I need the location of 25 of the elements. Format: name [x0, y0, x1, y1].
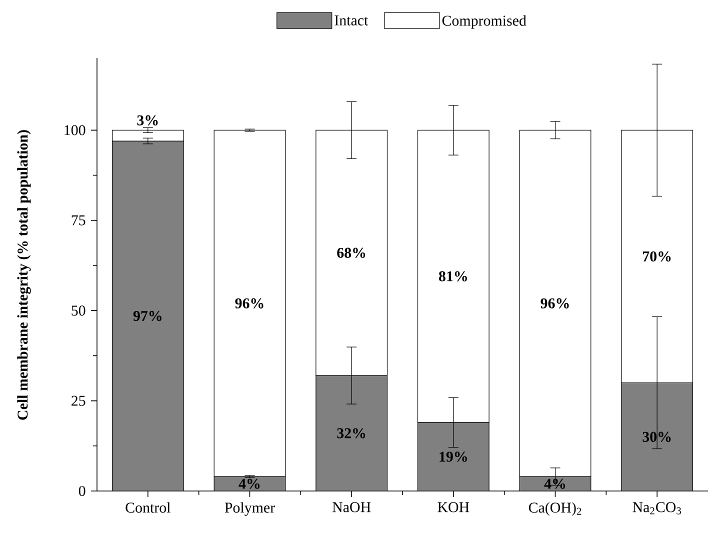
x-tick-label: NaOH — [332, 502, 371, 512]
data-label: 4% — [544, 478, 566, 489]
y-axis-title: Cell membrane integrity (% total population) — [17, 130, 31, 420]
data-label: 19% — [440, 452, 467, 462]
y-tick-label: 25 — [72, 396, 86, 406]
y-tick-label: 0 — [78, 486, 86, 496]
legend-label: Compromised — [442, 15, 526, 29]
data-label: 4% — [238, 478, 260, 489]
y-tick-label: 50 — [72, 306, 86, 316]
data-label: 3% — [137, 115, 158, 126]
y-tick-label: 100 — [64, 125, 86, 136]
data-label: 70% — [643, 251, 671, 262]
x-tick-label: Control — [126, 502, 170, 513]
x-tick-label: Ca(OH)$_{2}$ — [528, 502, 582, 516]
data-label: 32% — [337, 428, 366, 438]
data-label: 81% — [438, 271, 467, 282]
legend-label: Intact — [334, 16, 368, 26]
x-tick-label: Na$_{2}$CO$_{3}$ — [632, 502, 681, 514]
data-label: 96% — [540, 298, 569, 308]
x-tick-label: KOH — [438, 502, 470, 512]
y-tick-label: 75 — [72, 215, 86, 226]
data-label: 97% — [133, 310, 162, 322]
data-label: 96% — [235, 298, 264, 308]
x-tick-label: Polymer — [224, 502, 275, 516]
data-label: 68% — [337, 248, 366, 258]
